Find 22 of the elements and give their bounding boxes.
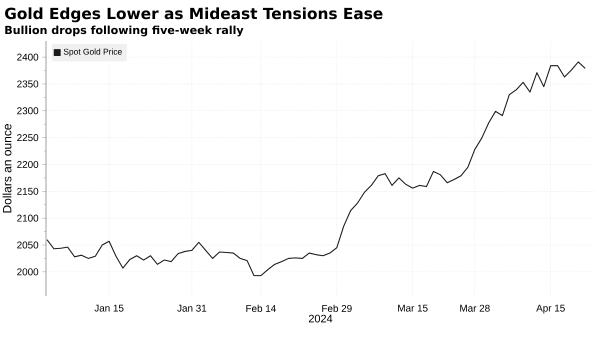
y-tick-label: 2200 <box>17 160 38 168</box>
y-tick-label: 2000 <box>17 268 38 276</box>
x-tick-label: Jan 31 <box>177 304 206 312</box>
y-tick-label: 2350 <box>17 80 38 88</box>
x-tick-label: Jan 15 <box>94 304 124 312</box>
chart-subtitle: Bullion drops following five-week rally <box>5 26 244 36</box>
chart-title: Gold Edges Lower as Mideast Tensions Ease <box>5 7 382 22</box>
x-axis-title: 2024 <box>308 314 332 322</box>
x-tick-label: Apr 15 <box>536 304 565 314</box>
y-tick-label: 2150 <box>17 188 38 195</box>
legend-label: Spot Gold Price <box>64 48 122 56</box>
line-series <box>46 61 586 276</box>
x-tick-label: Feb 14 <box>246 304 276 312</box>
y-tick-label: 2050 <box>17 242 38 249</box>
x-tick-label: Feb 29 <box>322 304 352 312</box>
y-tick-label: 2300 <box>17 107 38 114</box>
y-tick-label: 2400 <box>17 54 38 61</box>
x-tick-label: Mar 28 <box>460 304 490 312</box>
y-tick-label: 2250 <box>17 134 38 142</box>
x-tick-label: Mar 15 <box>398 304 428 312</box>
y-tick-label: 2100 <box>17 214 38 222</box>
y-axis-title: Dollars an ounce <box>2 124 12 213</box>
